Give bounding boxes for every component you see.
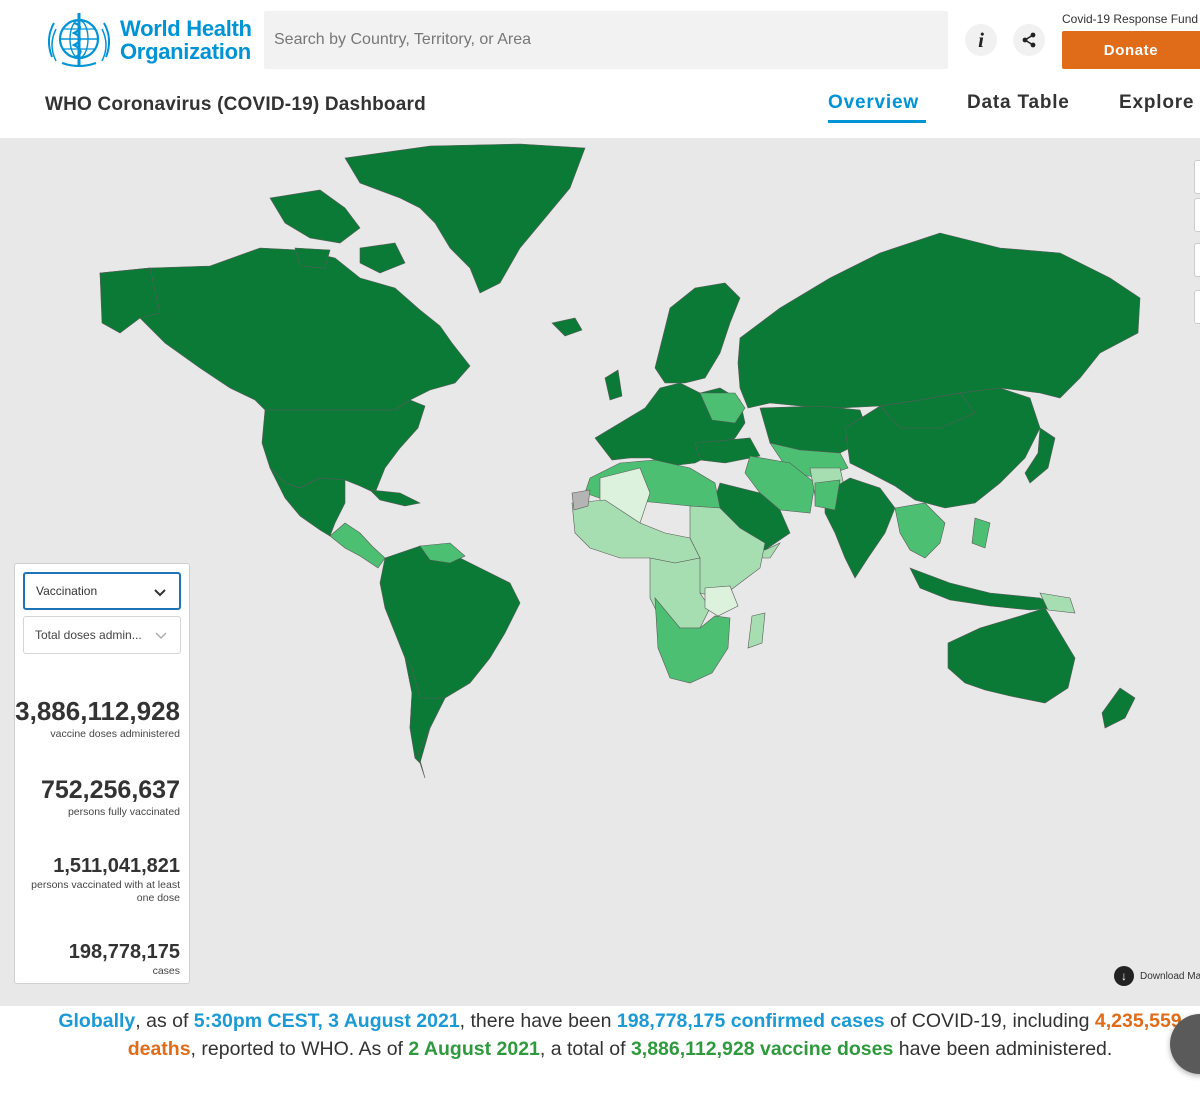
submetric-select[interactable]: Total doses admin...	[23, 616, 181, 654]
info-icon: i	[978, 27, 984, 52]
summary-vaccine-date: 2 August 2021	[408, 1037, 540, 1060]
top-bar: World Health Organization i Covid-19 Res…	[0, 0, 1200, 80]
country-philippines[interactable]	[971, 517, 991, 549]
summary-text: have been administered.	[893, 1037, 1113, 1060]
country-tanzania[interactable]	[704, 585, 739, 617]
country-alaska[interactable]	[99, 267, 161, 334]
donate-button[interactable]: Donate	[1062, 31, 1200, 69]
country-venezuela[interactable]	[419, 542, 466, 564]
summary-vaccine-doses: 3,886,112,928 vaccine doses	[630, 1037, 894, 1060]
metric-select[interactable]: Vaccination	[23, 572, 181, 610]
tab-explore[interactable]: Explore	[1119, 92, 1195, 113]
stat-fully-vaccinated: 752,256,637 persons fully vaccinated	[41, 776, 180, 819]
country-indonesia[interactable]	[909, 567, 1062, 611]
stat-one-dose-value: 1,511,041,821	[53, 855, 180, 877]
country-india[interactable]	[824, 477, 896, 579]
map-layer-control[interactable]	[1194, 243, 1200, 277]
stat-fully-vaccinated-label: persons fully vaccinated	[67, 806, 180, 818]
active-tab-indicator	[828, 120, 926, 123]
country-iran-region[interactable]	[744, 455, 816, 514]
country-png[interactable]	[1039, 592, 1076, 614]
dashboard-nav: WHO Coronavirus (COVID-19) Dashboard Ove…	[0, 80, 1200, 138]
choropleth-map[interactable]	[0, 138, 1200, 1006]
download-map-button[interactable]: ↓ Download Ma	[1114, 966, 1200, 986]
country-western-sahara[interactable]	[571, 489, 591, 511]
map-zoom-control[interactable]	[1194, 160, 1200, 194]
country-russia[interactable]	[737, 232, 1141, 409]
country-ukraine[interactable]	[699, 392, 746, 424]
summary-text: , there have been	[459, 1010, 617, 1032]
global-summary: Globally, as of 5:30pm CEST, 3 August 20…	[40, 1008, 1200, 1063]
who-logo[interactable]: World Health Organization	[42, 8, 252, 72]
southern-africa[interactable]	[654, 597, 731, 684]
search-box	[264, 11, 948, 69]
world-map[interactable]: ↓ Download Ma Vaccination Total doses ad…	[0, 138, 1200, 1006]
country-uk[interactable]	[604, 369, 623, 401]
country-argentina-chile[interactable]	[404, 657, 446, 779]
country-turkey[interactable]	[694, 437, 761, 464]
scandinavia[interactable]	[654, 282, 741, 384]
map-zoom-control-2[interactable]	[1194, 198, 1200, 232]
summary-timestamp: 5:30pm CEST, 3 August 2021	[193, 1010, 460, 1032]
stat-cases-value: 198,778,175	[68, 941, 180, 963]
country-japan[interactable]	[1024, 427, 1056, 484]
org-line-1: World Health	[120, 16, 252, 41]
who-wordmark: World Health Organization	[120, 17, 252, 63]
country-usa[interactable]	[261, 399, 426, 494]
metric-select-value: Vaccination	[36, 584, 98, 598]
share-button[interactable]	[1013, 24, 1045, 56]
org-line-2: Organization	[120, 39, 251, 64]
southeast-asia[interactable]	[894, 502, 946, 559]
chevron-down-icon	[155, 632, 167, 639]
tab-data-table[interactable]: Data Table	[967, 92, 1070, 113]
info-button[interactable]: i	[965, 24, 997, 56]
central-america[interactable]	[329, 522, 386, 569]
summary-confirmed-cases: 198,778,175 confirmed cases	[616, 1010, 885, 1032]
summary-text: , a total of	[539, 1037, 631, 1060]
country-australia[interactable]	[947, 607, 1076, 704]
caribbean[interactable]	[369, 489, 421, 507]
summary-globally: Globally	[58, 1010, 136, 1032]
country-mexico[interactable]	[269, 467, 346, 537]
search-input[interactable]	[274, 31, 934, 49]
page-title: WHO Coronavirus (COVID-19) Dashboard	[45, 94, 426, 115]
stat-cases-label: cases	[152, 965, 180, 977]
submetric-select-value: Total doses admin...	[35, 628, 142, 642]
map-legend-control[interactable]	[1194, 290, 1200, 324]
stat-fully-vaccinated-value: 752,256,637	[40, 776, 180, 804]
country-greenland[interactable]	[344, 143, 586, 294]
stat-one-dose-label: persons vaccinated with at least one dos…	[31, 879, 180, 904]
summary-deaths: 4,235,559 deaths	[127, 1010, 1182, 1060]
country-new-zealand[interactable]	[1101, 687, 1136, 729]
stat-doses: 3,886,112,928 vaccine doses administered	[15, 696, 180, 741]
response-fund-label: Covid-19 Response Fund	[1062, 12, 1199, 26]
country-pakistan[interactable]	[814, 479, 841, 511]
download-map-label: Download Ma	[1140, 970, 1200, 982]
download-icon: ↓	[1114, 966, 1134, 986]
canada-arctic-islands[interactable]	[269, 189, 406, 274]
tab-overview-label: Overview	[828, 92, 919, 113]
stat-doses-label: vaccine doses administered	[50, 728, 180, 740]
chevron-down-icon	[154, 589, 166, 597]
who-emblem-icon	[48, 13, 110, 67]
country-iceland[interactable]	[551, 317, 583, 337]
summary-text: , as of	[135, 1010, 194, 1032]
share-icon	[1022, 32, 1036, 48]
tab-overview[interactable]: Overview	[828, 92, 926, 123]
country-madagascar[interactable]	[747, 612, 766, 649]
stat-doses-value: 3,886,112,928	[15, 696, 180, 726]
stat-cases: 198,778,175 cases	[69, 941, 180, 978]
summary-text: , reported to WHO. As of	[190, 1037, 409, 1060]
stat-one-dose: 1,511,041,821 persons vaccinated with at…	[30, 855, 180, 905]
summary-text: of COVID-19, including	[884, 1010, 1095, 1032]
stats-panel: Vaccination Total doses admin... 3,886,1…	[14, 563, 190, 984]
country-canada[interactable]	[99, 247, 471, 411]
country-brazil-region[interactable]	[379, 545, 521, 764]
country-mongolia[interactable]	[879, 392, 976, 429]
